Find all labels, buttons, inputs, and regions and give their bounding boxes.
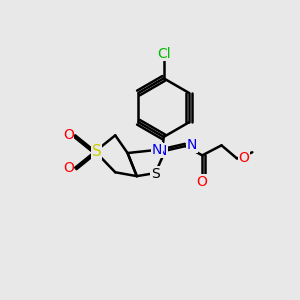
Text: S: S [92, 144, 102, 159]
Text: O: O [238, 152, 249, 165]
Text: N: N [157, 144, 167, 158]
Text: N: N [187, 138, 197, 152]
Text: O: O [63, 128, 74, 142]
Text: N: N [152, 143, 162, 157]
Text: O: O [63, 161, 74, 175]
Text: O: O [196, 175, 207, 189]
Text: Cl: Cl [157, 46, 171, 61]
Text: S: S [151, 167, 160, 181]
